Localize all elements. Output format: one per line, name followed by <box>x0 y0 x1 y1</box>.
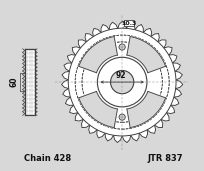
Polygon shape <box>78 91 117 128</box>
Polygon shape <box>61 21 182 143</box>
Circle shape <box>68 28 175 136</box>
FancyBboxPatch shape <box>123 20 133 26</box>
Circle shape <box>97 57 146 107</box>
Bar <box>24 49 35 115</box>
Circle shape <box>110 70 133 94</box>
Circle shape <box>119 44 125 50</box>
Text: JTR 837: JTR 837 <box>147 154 182 163</box>
Circle shape <box>119 114 125 120</box>
Polygon shape <box>126 37 165 73</box>
Text: Chain 428: Chain 428 <box>24 154 71 163</box>
Text: 60: 60 <box>10 77 18 87</box>
Text: 92: 92 <box>115 71 125 80</box>
Polygon shape <box>78 37 117 73</box>
Polygon shape <box>126 91 165 128</box>
Text: 10.3: 10.3 <box>121 21 136 26</box>
